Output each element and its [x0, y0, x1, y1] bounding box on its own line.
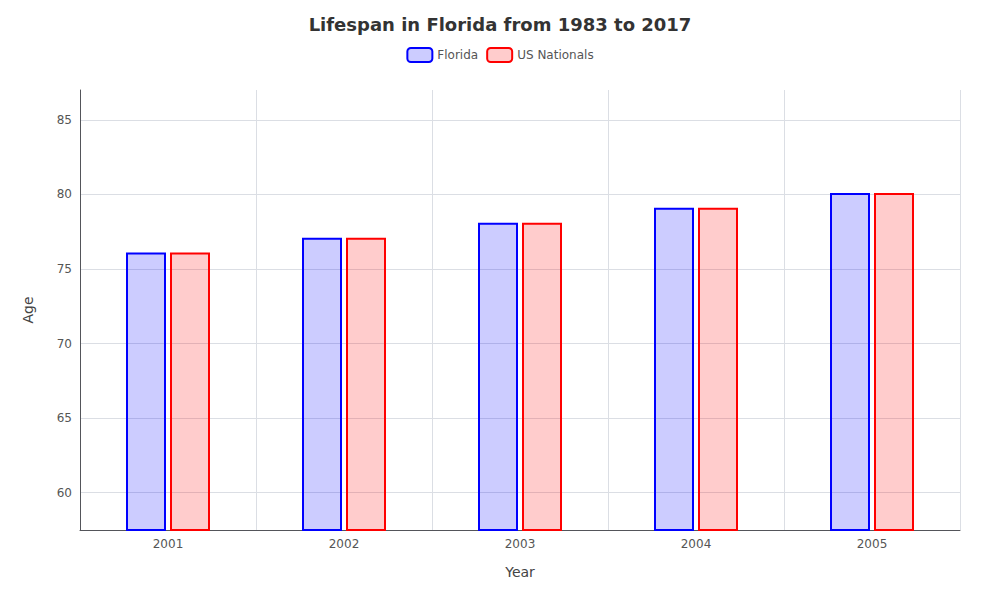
svg-text:Florida: Florida	[437, 48, 478, 62]
svg-text:80: 80	[57, 187, 72, 201]
svg-text:60: 60	[57, 486, 72, 500]
svg-text:85: 85	[57, 113, 72, 127]
svg-text:Age: Age	[20, 296, 36, 323]
svg-text:2004: 2004	[681, 537, 712, 551]
svg-text:2003: 2003	[505, 537, 536, 551]
svg-text:70: 70	[57, 337, 72, 351]
svg-text:2001: 2001	[153, 537, 184, 551]
svg-text:65: 65	[57, 411, 72, 425]
svg-text:Lifespan in Florida from 1983: Lifespan in Florida from 1983 to 2017	[309, 14, 692, 35]
svg-text:US Nationals: US Nationals	[517, 48, 593, 62]
svg-text:2002: 2002	[329, 537, 360, 551]
svg-text:2005: 2005	[857, 537, 888, 551]
svg-text:Year: Year	[504, 564, 535, 580]
svg-text:75: 75	[57, 262, 72, 276]
